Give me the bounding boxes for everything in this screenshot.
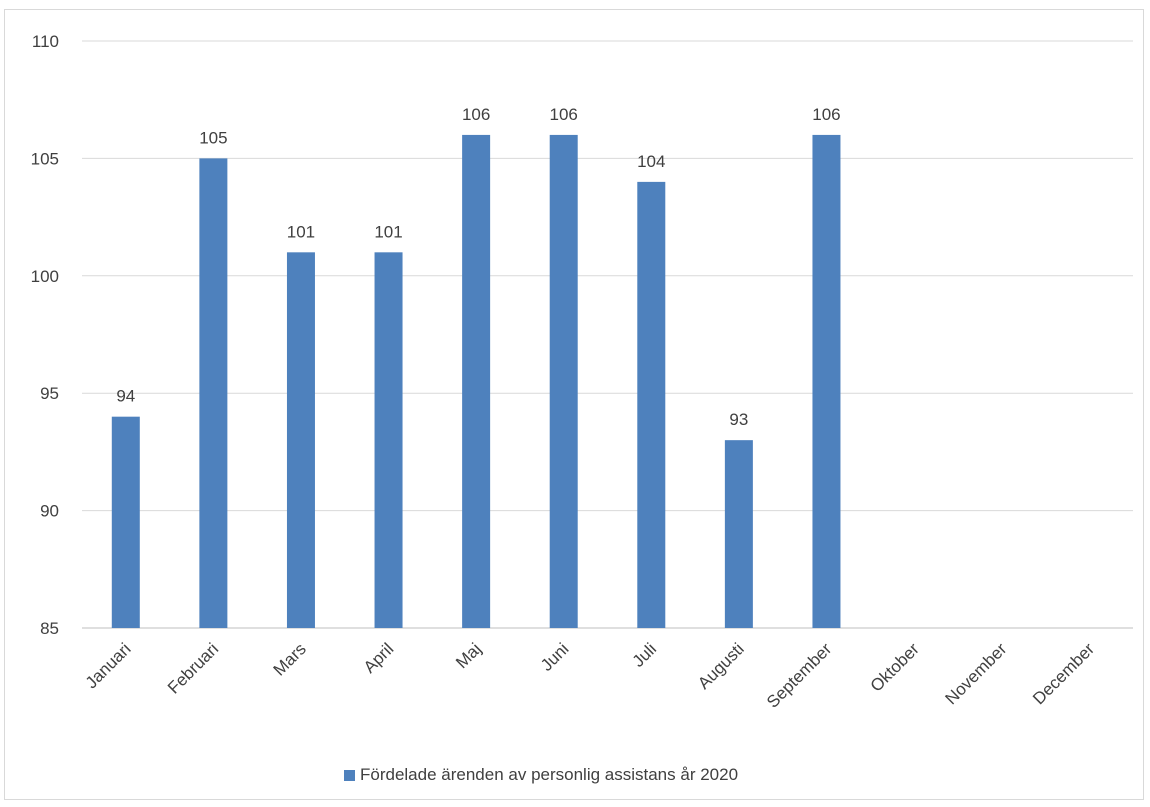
data-label: 94 <box>116 387 135 406</box>
bar <box>199 158 228 628</box>
bar <box>724 440 753 628</box>
y-tick-label: 95 <box>40 384 59 403</box>
bar <box>462 134 491 629</box>
data-label: 104 <box>637 152 665 171</box>
data-label: 106 <box>812 105 840 124</box>
x-tick-label: Februari <box>164 639 222 697</box>
x-tick-label: Augusti <box>694 639 748 693</box>
bar <box>286 252 315 628</box>
data-label: 93 <box>729 410 748 429</box>
x-tick-label: Maj <box>452 639 485 672</box>
bar <box>374 252 403 628</box>
x-tick-label: Juli <box>629 639 660 670</box>
legend: Fördelade ärenden av personlig assistans… <box>344 764 738 786</box>
data-label: 106 <box>462 105 490 124</box>
bar <box>549 134 578 629</box>
x-tick-label: April <box>360 639 397 676</box>
x-tick-label: September <box>763 639 835 711</box>
gridlines <box>82 40 1133 629</box>
x-tick-label: December <box>1029 639 1098 708</box>
legend-label: Fördelade ärenden av personlig assistans… <box>360 765 739 784</box>
y-tick-label: 100 <box>31 267 59 286</box>
legend-swatch <box>344 769 355 781</box>
x-tick-label: Juni <box>537 639 572 674</box>
data-label: 105 <box>199 128 227 147</box>
bar <box>637 181 666 628</box>
bars <box>111 134 841 629</box>
data-label: 101 <box>287 222 315 241</box>
bar <box>111 416 140 628</box>
data-label: 101 <box>374 222 402 241</box>
y-tick-label: 110 <box>32 32 59 51</box>
x-tick-label: Mars <box>270 639 310 679</box>
x-tick-label: Oktober <box>867 639 923 695</box>
x-axis-tick-labels: Januari Februari Mars April Maj Juni Juli Augus… <box>82 639 1099 711</box>
x-tick-label: Januari <box>82 639 135 692</box>
data-label: 106 <box>550 105 578 124</box>
y-tick-label: 90 <box>40 502 59 521</box>
y-tick-label: 85 <box>40 619 59 638</box>
bar <box>812 134 841 629</box>
x-tick-label: November <box>942 639 1011 708</box>
data-labels: 94 105 101 101 106 106 104 93 106 <box>116 105 840 429</box>
y-axis-tick-labels: 85 90 95 100 105 110 <box>31 32 59 638</box>
y-tick-label: 105 <box>31 149 59 168</box>
